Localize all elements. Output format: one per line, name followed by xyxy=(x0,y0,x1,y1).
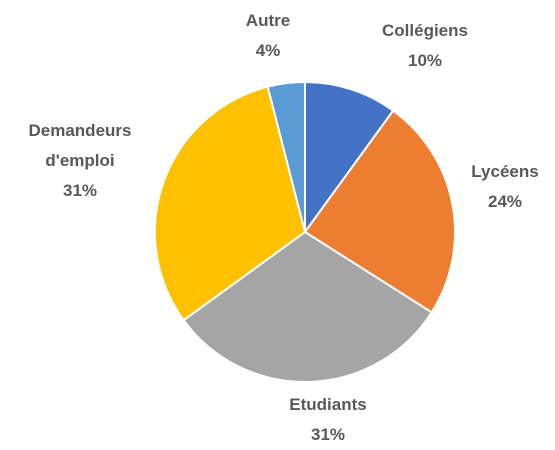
category-name: Autre xyxy=(245,11,291,30)
slice-label: Lycéens 24% xyxy=(445,157,555,217)
category-name: Lycéens xyxy=(471,162,539,181)
category-name: Collégiens xyxy=(382,21,468,40)
percent-label: 31% xyxy=(62,181,98,200)
percent-label: 24% xyxy=(487,192,523,211)
category-name: Demandeurs d'emploi xyxy=(28,121,132,170)
pie-slice xyxy=(304,80,395,236)
percent-label: 31% xyxy=(310,425,346,444)
pie-slice xyxy=(303,109,456,314)
pie-slice xyxy=(154,85,307,322)
percent-label: 10% xyxy=(407,51,443,70)
slice-label: Demandeurs d'emploi 31% xyxy=(10,116,150,206)
pie-slice xyxy=(266,80,306,233)
slice-label: Etudiants 31% xyxy=(248,390,408,450)
slice-label: Collégiens 10% xyxy=(345,16,505,76)
category-name: Etudiants xyxy=(289,395,367,414)
slice-label: Autre 4% xyxy=(228,6,308,66)
pie-slice xyxy=(182,230,434,383)
percent-label: 4% xyxy=(255,41,281,60)
